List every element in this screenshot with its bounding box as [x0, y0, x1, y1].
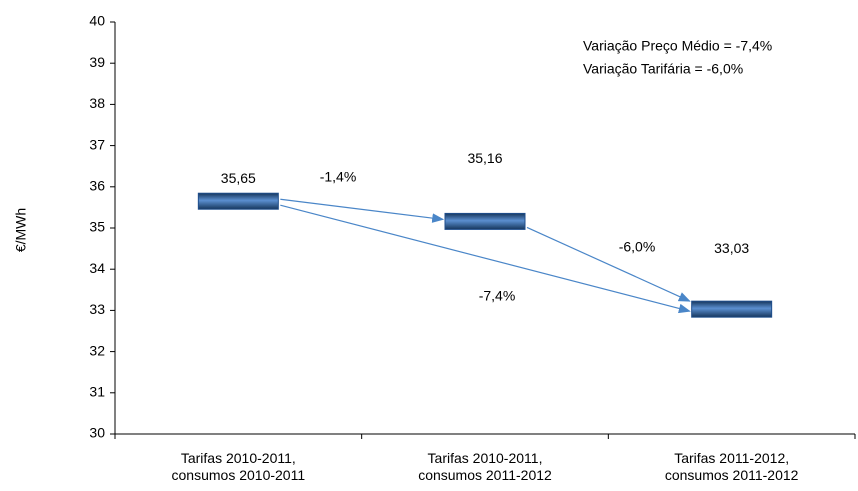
data-label: 35,65 — [221, 170, 256, 186]
x-tick-label: Tarifas 2010-2011, consumos 2011-2012 — [418, 450, 552, 483]
bar — [197, 192, 279, 210]
y-axis-label: €/MWh — [13, 208, 29, 252]
x-tick-label: Tarifas 2011-2012, consumos 2011-2012 — [664, 450, 799, 483]
data-label: 35,16 — [467, 150, 502, 166]
note: Variação Preço Médio = -7,4% — [583, 38, 772, 54]
arrow — [526, 226, 691, 302]
annotation: -1,4% — [320, 169, 357, 185]
y-tick-label: 40 — [89, 13, 105, 29]
y-tick-label: 38 — [89, 95, 105, 111]
bar — [691, 300, 773, 318]
y-tick-label: 32 — [89, 342, 105, 358]
annotation: -6,0% — [619, 239, 656, 255]
y-tick-label: 39 — [89, 54, 105, 70]
y-tick-label: 34 — [89, 260, 105, 276]
x-tick-label: Tarifas 2010-2011, consumos 2010-2011 — [171, 450, 306, 483]
note: Variação Tarifária = -6,0% — [583, 61, 743, 77]
data-label: 33,03 — [714, 240, 749, 256]
annotation: -7,4% — [479, 288, 516, 304]
y-tick-label: 37 — [89, 136, 105, 152]
y-tick-label: 33 — [89, 301, 105, 317]
arrow — [280, 204, 691, 314]
y-tick-label: 36 — [89, 178, 105, 194]
y-tick-label: 30 — [89, 425, 105, 441]
arrow — [280, 198, 445, 223]
y-tick-label: 35 — [89, 219, 105, 235]
y-tick-label: 31 — [89, 384, 105, 400]
bar — [444, 212, 526, 230]
